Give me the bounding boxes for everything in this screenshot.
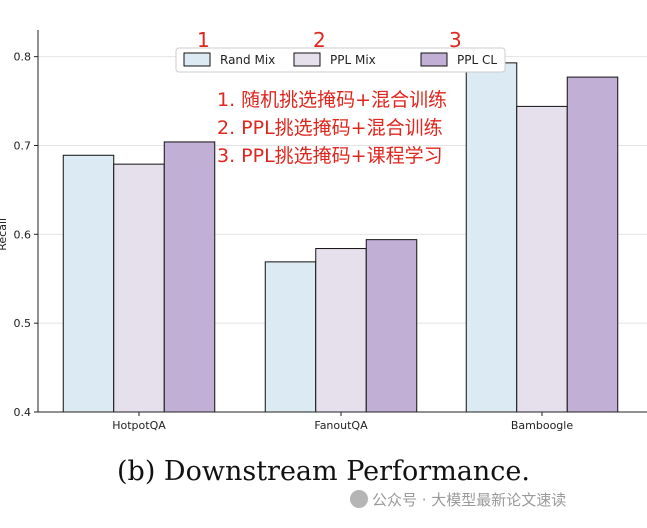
legend-swatch [420, 52, 448, 67]
wechat-icon [350, 490, 368, 508]
y-axis-label: Recall [0, 218, 9, 251]
annotation-line: 2. PPL挑选掩码+混合训练 [217, 117, 443, 139]
y-tick-label: 0.6 [14, 228, 32, 241]
legend-number: 1 [197, 28, 210, 52]
legend-swatch [293, 52, 321, 67]
bar-ppl-mix-hotpotqa [113, 163, 165, 413]
legend-number: 3 [449, 28, 462, 52]
x-ticks: HotpotQA FanoutQA Bamboogle [112, 412, 573, 432]
legend-swatch [183, 52, 211, 67]
legend-number: 2 [313, 28, 326, 52]
bar-rand-mix-fanoutqa [264, 261, 317, 413]
figure-caption: (b) Downstream Performance. [117, 456, 530, 487]
watermark: 公众号 · 大模型最新论文速读 [350, 489, 566, 510]
bar-rand-mix-bamboogle [465, 62, 518, 413]
watermark-text: 公众号 · 大模型最新论文速读 [372, 491, 567, 509]
x-tick-label: Bamboogle [511, 419, 573, 432]
legend-label: Rand Mix [220, 53, 275, 67]
legend-numbers: 1 2 3 [197, 28, 462, 52]
y-tick-label: 0.4 [14, 406, 32, 419]
bar-ppl-cl-hotpotqa [163, 141, 216, 413]
legend-label: PPL Mix [330, 53, 376, 67]
x-tick-label: FanoutQA [314, 419, 368, 432]
bar-ppl-cl-fanoutqa [365, 239, 418, 413]
bar-ppl-cl-bamboogle [566, 76, 619, 413]
y-tick-label: 0.7 [14, 139, 32, 152]
annotation-line: 3. PPL挑选掩码+课程学习 [217, 145, 443, 167]
y-tick-label: 0.5 [14, 317, 32, 330]
x-tick-label: HotpotQA [112, 419, 166, 432]
bar-ppl-mix-fanoutqa [315, 248, 367, 413]
legend: Rand Mix PPL Mix PPL CL [175, 47, 506, 73]
bar-chart: 0.4 0.5 0.6 0.7 0.8 HotpotQA FanoutQA Bamboogl… [0, 28, 647, 432]
bars [62, 62, 619, 413]
bar-rand-mix-hotpotqa [62, 154, 115, 413]
bar-ppl-mix-bamboogle [516, 105, 568, 413]
y-tick-label: 0.8 [14, 51, 32, 64]
legend-label: PPL CL [457, 53, 497, 67]
annotation-line: 1. 随机挑选掩码+混合训练 [217, 89, 447, 111]
y-ticks: 0.4 0.5 0.6 0.7 0.8 [14, 51, 38, 419]
annotation-text: 1. 随机挑选掩码+混合训练 2. PPL挑选掩码+混合训练 3. PPL挑选掩码+… [217, 89, 447, 167]
